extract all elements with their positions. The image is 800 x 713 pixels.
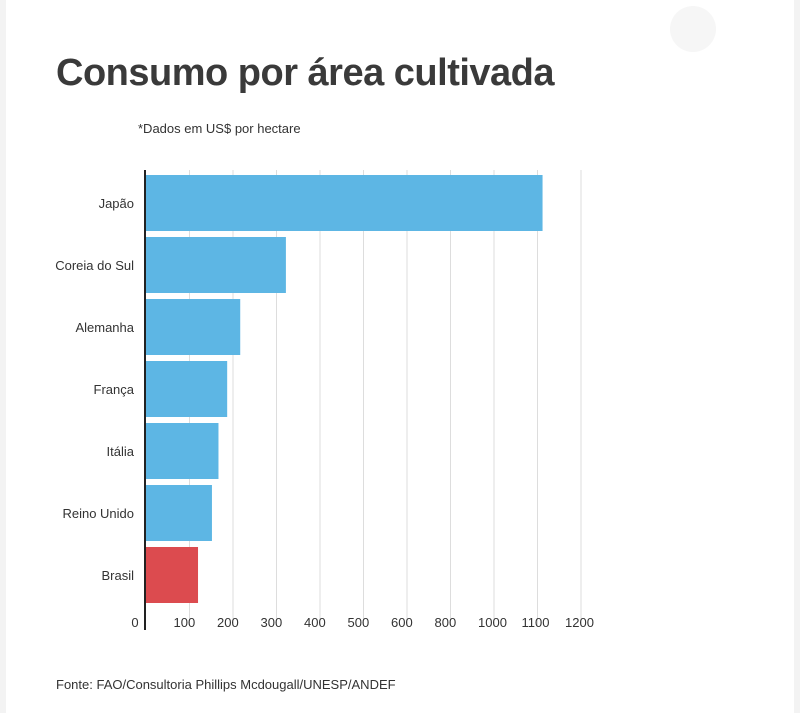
x-tick-label: 1100 xyxy=(522,615,550,630)
chart-title: Consumo por área cultivada xyxy=(56,52,555,94)
x-tick-label: 1200 xyxy=(565,615,594,630)
x-tick-label: 600 xyxy=(391,615,413,630)
x-tick-label: 500 xyxy=(348,615,370,630)
x-tick-label: 200 xyxy=(217,615,239,630)
category-label: Japão xyxy=(99,196,134,211)
x-tick-label: 400 xyxy=(304,615,326,630)
category-label: Itália xyxy=(107,444,135,459)
category-label: Coreia do Sul xyxy=(55,258,134,273)
x-tick-label: 1000 xyxy=(478,615,507,630)
bar xyxy=(145,237,286,293)
x-tick-label: 300 xyxy=(261,615,283,630)
bar xyxy=(145,175,543,231)
x-tick-label: 100 xyxy=(174,615,196,630)
category-label: Alemanha xyxy=(75,320,134,335)
category-label: Reino Unido xyxy=(62,506,134,521)
bar xyxy=(145,485,212,541)
chart-card: Consumo por área cultivada *Dados em US$… xyxy=(6,0,794,713)
chart-source: Fonte: FAO/Consultoria Phillips Mcdougal… xyxy=(56,677,396,692)
bar xyxy=(145,547,199,603)
bar xyxy=(145,299,241,355)
category-label: Brasil xyxy=(101,568,134,583)
bar xyxy=(145,423,219,479)
category-label: França xyxy=(94,382,135,397)
x-tick-label: 800 xyxy=(435,615,457,630)
bar xyxy=(145,361,228,417)
x-tick-label: 0 xyxy=(131,615,138,630)
chart-subtitle: *Dados em US$ por hectare xyxy=(138,121,301,136)
corner-decoration xyxy=(670,6,716,52)
